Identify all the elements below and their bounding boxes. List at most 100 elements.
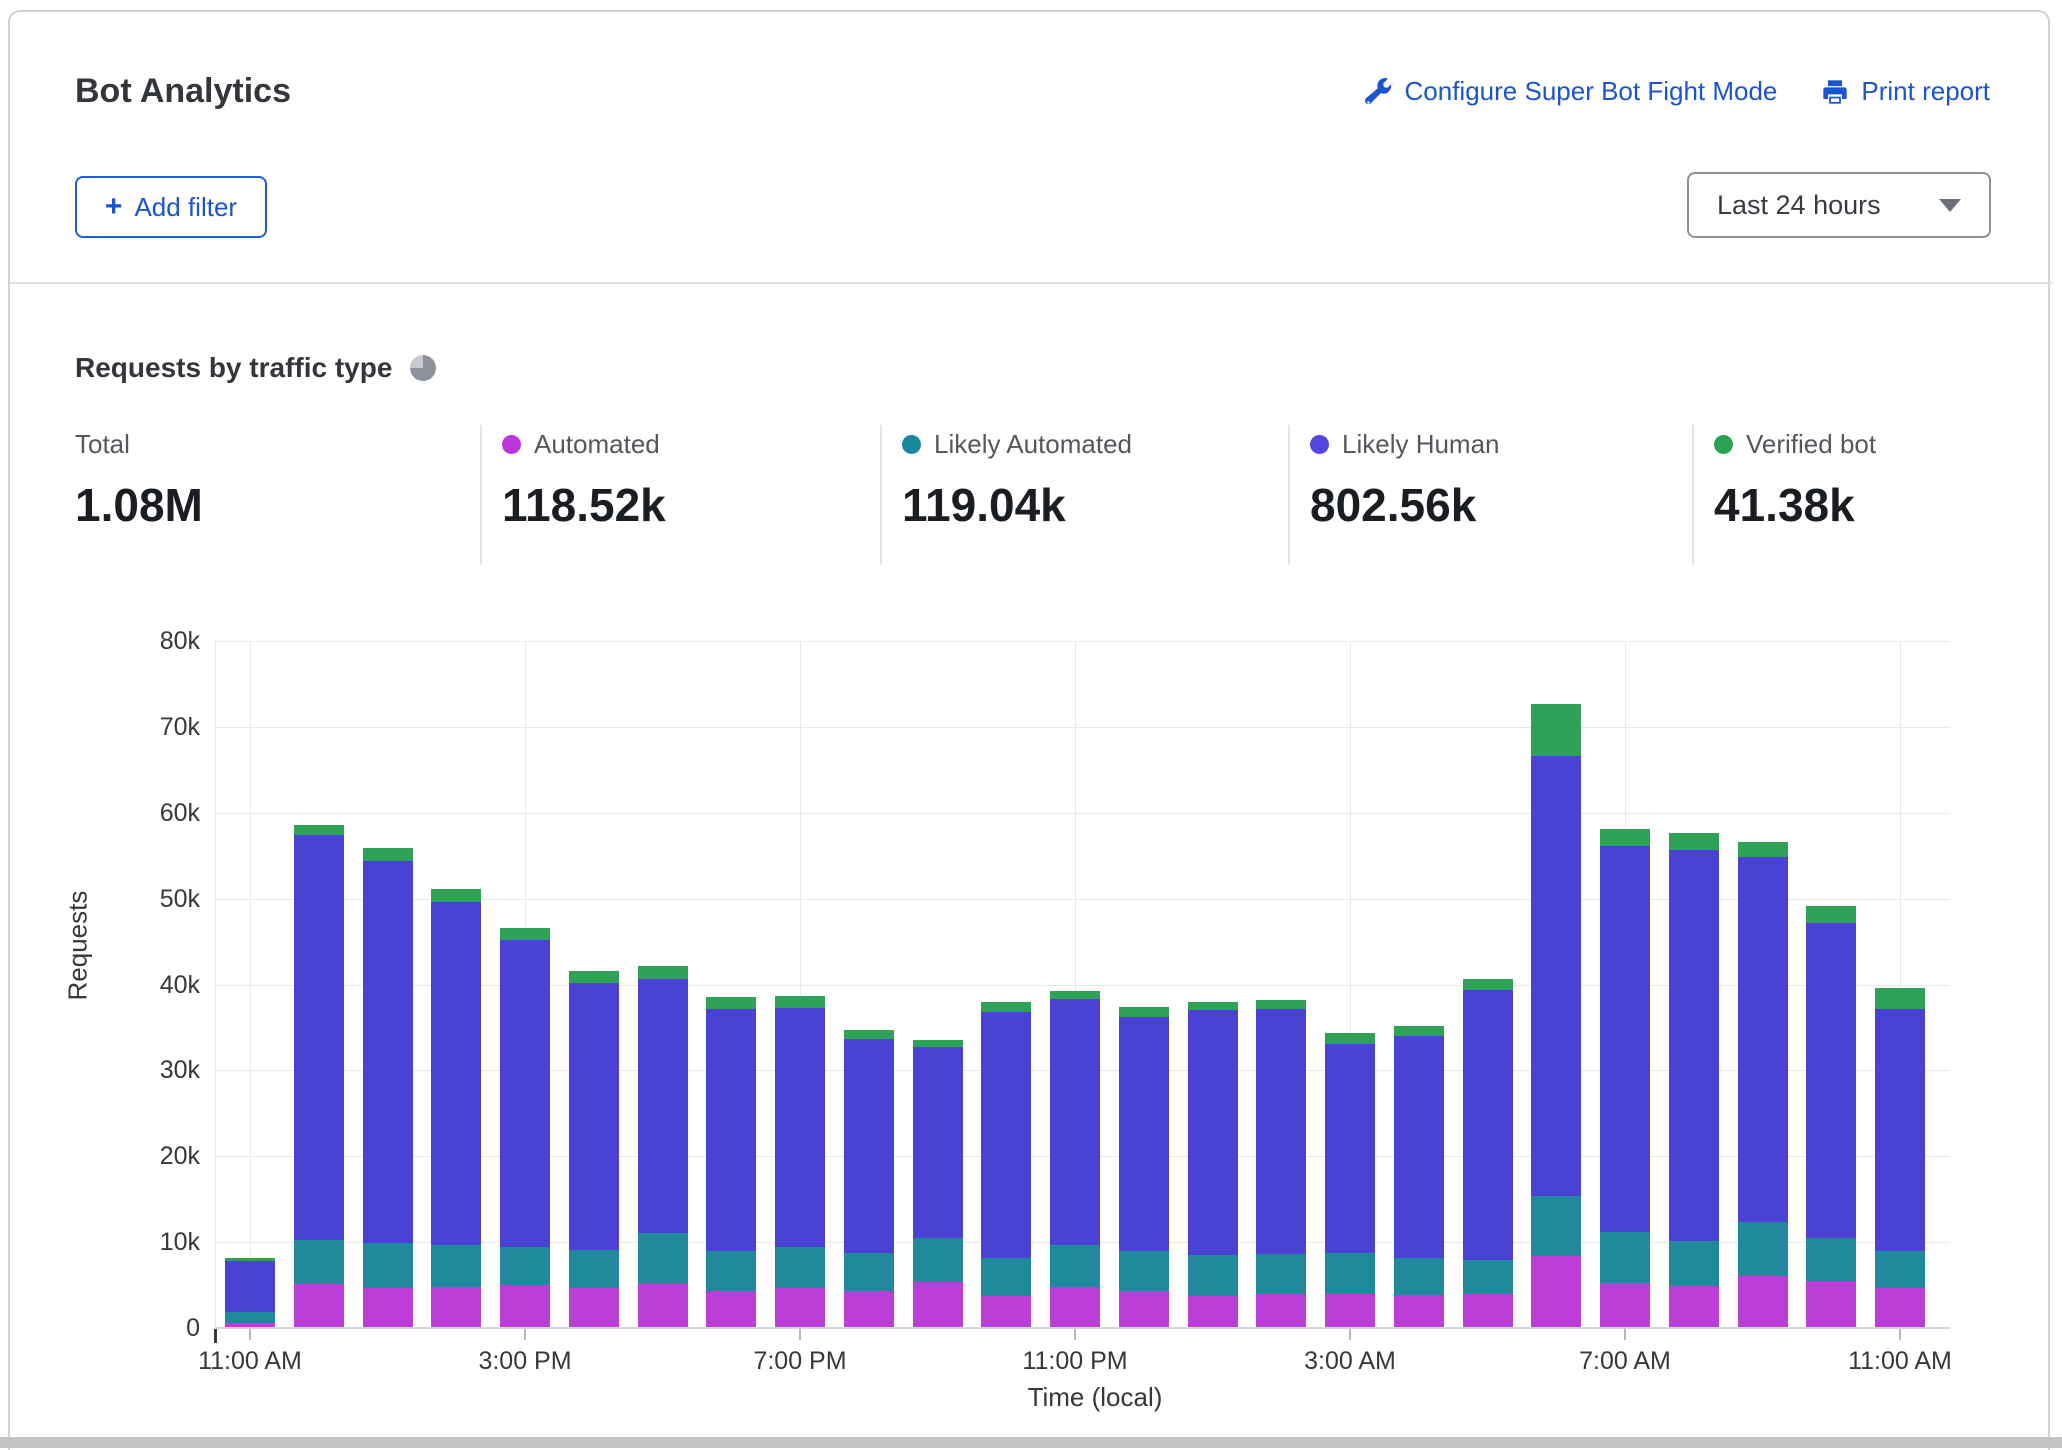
bar-segment-automated[interactable] bbox=[1600, 1283, 1650, 1327]
bar-stack[interactable] bbox=[431, 889, 482, 1327]
bar-segment-automated[interactable] bbox=[1325, 1294, 1375, 1327]
bar-stack[interactable] bbox=[1875, 987, 1925, 1327]
bar-stack[interactable] bbox=[637, 966, 688, 1327]
bar-segment-automated[interactable] bbox=[1256, 1293, 1307, 1327]
bar-segment-likely-human[interactable] bbox=[293, 834, 344, 1241]
bar-segment-verified-bot[interactable] bbox=[912, 1040, 963, 1048]
bar-stack[interactable] bbox=[1118, 1006, 1169, 1327]
bar-segment-likely-automated[interactable] bbox=[1187, 1254, 1238, 1297]
bar-segment-verified-bot[interactable] bbox=[431, 889, 482, 902]
bar-stack[interactable] bbox=[362, 847, 413, 1327]
bar-stack[interactable] bbox=[500, 927, 550, 1327]
bar-segment-likely-automated[interactable] bbox=[225, 1312, 275, 1323]
bar-segment-verified-bot[interactable] bbox=[225, 1258, 275, 1261]
bar-segment-likely-human[interactable] bbox=[1187, 1010, 1238, 1255]
bar-segment-automated[interactable] bbox=[1050, 1286, 1100, 1327]
bar-stack[interactable] bbox=[1531, 704, 1582, 1327]
bar-stack[interactable] bbox=[1737, 841, 1788, 1327]
bar-stack[interactable] bbox=[912, 1040, 963, 1327]
bar-segment-automated[interactable] bbox=[843, 1290, 894, 1327]
bar-segment-likely-human[interactable] bbox=[431, 901, 482, 1246]
bar-stack[interactable] bbox=[706, 997, 757, 1327]
bar-segment-likely-automated[interactable] bbox=[637, 1233, 688, 1285]
bar-segment-likely-human[interactable] bbox=[225, 1260, 275, 1313]
bar-segment-likely-human[interactable] bbox=[1256, 1009, 1307, 1255]
bar-stack[interactable] bbox=[225, 1258, 275, 1327]
bar-segment-likely-automated[interactable] bbox=[775, 1247, 825, 1289]
bar-segment-likely-human[interactable] bbox=[500, 939, 550, 1248]
bar-segment-automated[interactable] bbox=[912, 1282, 963, 1327]
bar-segment-likely-human[interactable] bbox=[1668, 850, 1719, 1242]
bar-segment-likely-human[interactable] bbox=[1531, 755, 1582, 1196]
bar-segment-likely-human[interactable] bbox=[1393, 1035, 1444, 1259]
bar-segment-likely-automated[interactable] bbox=[500, 1247, 550, 1285]
bar-segment-verified-bot[interactable] bbox=[775, 995, 825, 1008]
bar-stack[interactable] bbox=[1600, 828, 1650, 1327]
bar-segment-verified-bot[interactable] bbox=[568, 970, 619, 983]
bar-segment-verified-bot[interactable] bbox=[500, 927, 550, 940]
print-report-link[interactable]: Print report bbox=[1821, 76, 1990, 107]
bar-segment-likely-automated[interactable] bbox=[1118, 1251, 1169, 1291]
bar-segment-verified-bot[interactable] bbox=[1668, 833, 1719, 851]
bar-segment-automated[interactable] bbox=[1393, 1295, 1444, 1327]
bar-segment-likely-automated[interactable] bbox=[843, 1253, 894, 1291]
bar-segment-automated[interactable] bbox=[637, 1284, 688, 1327]
bar-segment-verified-bot[interactable] bbox=[981, 1001, 1032, 1012]
bar-segment-automated[interactable] bbox=[1668, 1285, 1719, 1327]
bar-segment-likely-automated[interactable] bbox=[293, 1240, 344, 1285]
bar-segment-likely-automated[interactable] bbox=[1050, 1244, 1100, 1287]
bar-segment-likely-human[interactable] bbox=[775, 1007, 825, 1248]
bar-segment-verified-bot[interactable] bbox=[1600, 828, 1650, 847]
bar-segment-automated[interactable] bbox=[1875, 1288, 1925, 1327]
bar-segment-automated[interactable] bbox=[981, 1296, 1032, 1327]
bar-segment-verified-bot[interactable] bbox=[1050, 991, 1100, 999]
bar-segment-likely-human[interactable] bbox=[362, 860, 413, 1243]
bar-segment-verified-bot[interactable] bbox=[1187, 1001, 1238, 1011]
bar-segment-likely-human[interactable] bbox=[1462, 989, 1513, 1261]
bar-segment-automated[interactable] bbox=[1118, 1290, 1169, 1327]
bar-segment-likely-human[interactable] bbox=[1118, 1017, 1169, 1252]
bar-stack[interactable] bbox=[1325, 1033, 1375, 1327]
bar-segment-verified-bot[interactable] bbox=[1393, 1025, 1444, 1036]
bar-segment-automated[interactable] bbox=[431, 1286, 482, 1327]
bar-segment-likely-human[interactable] bbox=[1325, 1044, 1375, 1254]
bar-segment-likely-automated[interactable] bbox=[1256, 1254, 1307, 1294]
bar-segment-likely-automated[interactable] bbox=[981, 1258, 1032, 1297]
bar-segment-verified-bot[interactable] bbox=[706, 997, 757, 1010]
bar-segment-verified-bot[interactable] bbox=[637, 966, 688, 980]
bar-segment-automated[interactable] bbox=[225, 1322, 275, 1327]
bar-segment-automated[interactable] bbox=[1187, 1296, 1238, 1327]
bar-segment-automated[interactable] bbox=[362, 1288, 413, 1327]
bar-segment-verified-bot[interactable] bbox=[293, 824, 344, 835]
bar-segment-verified-bot[interactable] bbox=[1118, 1006, 1169, 1017]
bar-segment-verified-bot[interactable] bbox=[362, 847, 413, 861]
bar-stack[interactable] bbox=[981, 1001, 1032, 1327]
bar-segment-likely-automated[interactable] bbox=[1600, 1231, 1650, 1284]
bar-stack[interactable] bbox=[1668, 833, 1719, 1327]
bar-segment-verified-bot[interactable] bbox=[1737, 841, 1788, 858]
bar-segment-likely-automated[interactable] bbox=[706, 1251, 757, 1291]
bar-segment-verified-bot[interactable] bbox=[1256, 999, 1307, 1010]
bar-segment-automated[interactable] bbox=[1806, 1280, 1857, 1327]
bar-segment-verified-bot[interactable] bbox=[1462, 979, 1513, 990]
bar-segment-likely-human[interactable] bbox=[1875, 1009, 1925, 1252]
bar-segment-likely-automated[interactable] bbox=[431, 1245, 482, 1287]
bar-segment-likely-automated[interactable] bbox=[912, 1237, 963, 1283]
bar-stack[interactable] bbox=[843, 1029, 894, 1327]
bar-segment-likely-human[interactable] bbox=[912, 1047, 963, 1238]
bar-segment-automated[interactable] bbox=[1462, 1293, 1513, 1327]
bar-segment-automated[interactable] bbox=[500, 1284, 550, 1327]
bar-segment-likely-automated[interactable] bbox=[568, 1249, 619, 1288]
bar-segment-verified-bot[interactable] bbox=[1875, 987, 1925, 1010]
bar-segment-likely-human[interactable] bbox=[1600, 846, 1650, 1232]
bar-segment-likely-human[interactable] bbox=[1737, 857, 1788, 1223]
bar-segment-verified-bot[interactable] bbox=[1531, 704, 1582, 756]
bar-segment-likely-human[interactable] bbox=[1050, 998, 1100, 1245]
bar-stack[interactable] bbox=[1050, 991, 1100, 1327]
bar-segment-automated[interactable] bbox=[706, 1290, 757, 1327]
bar-segment-automated[interactable] bbox=[293, 1284, 344, 1327]
bar-segment-likely-human[interactable] bbox=[568, 982, 619, 1250]
bar-segment-likely-automated[interactable] bbox=[1531, 1195, 1582, 1256]
bar-segment-likely-human[interactable] bbox=[1806, 923, 1857, 1238]
bar-stack[interactable] bbox=[1393, 1025, 1444, 1327]
